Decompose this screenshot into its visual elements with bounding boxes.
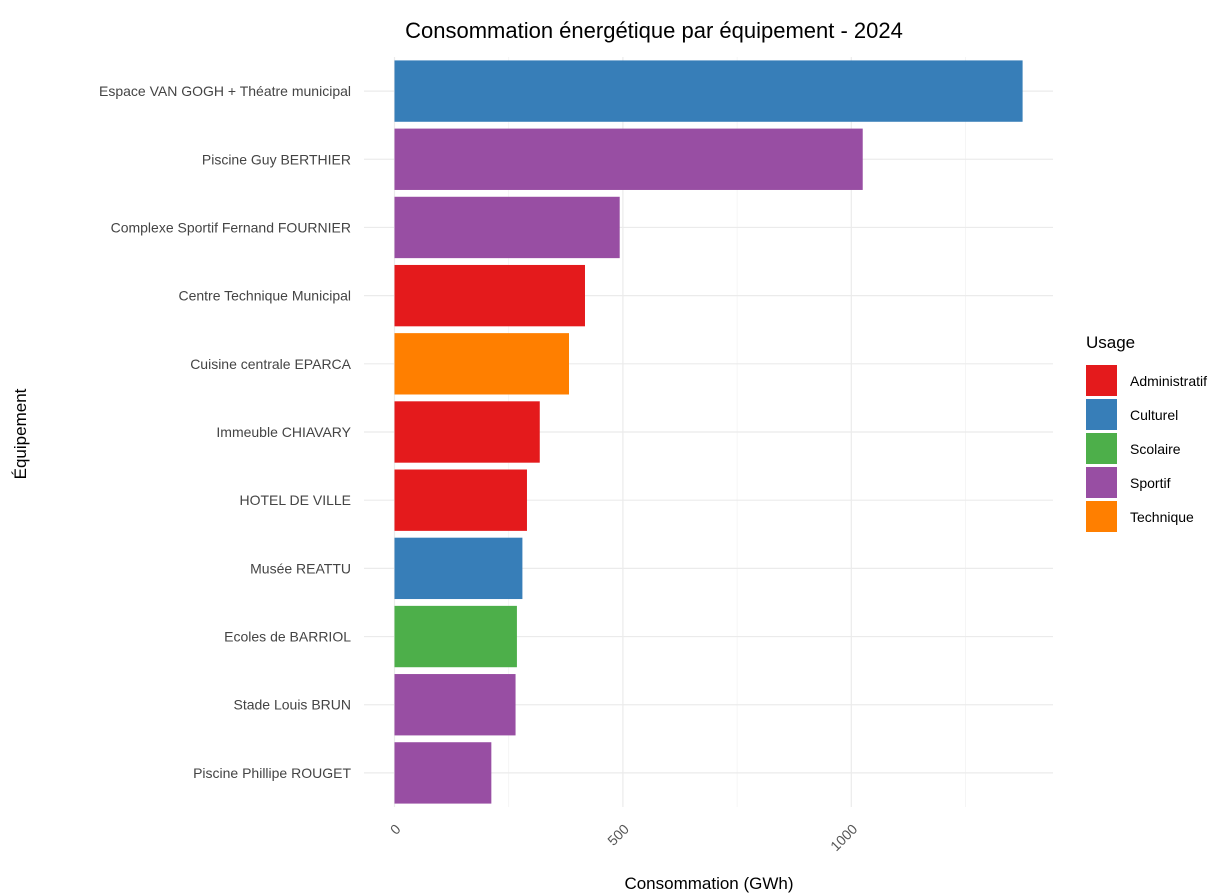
- legend-swatch: [1086, 399, 1117, 430]
- bar: [394, 742, 492, 804]
- bar: [394, 264, 585, 327]
- y-tick-label: Piscine Guy BERTHIER: [202, 151, 351, 167]
- y-tick-label: Cuisine centrale EPARCA: [190, 356, 351, 372]
- legend-swatch: [1086, 501, 1117, 532]
- legend-swatch: [1086, 365, 1117, 396]
- x-axis-title: Consommation (GWh): [624, 874, 793, 893]
- bar: [394, 674, 516, 736]
- bar: [394, 469, 527, 531]
- y-tick-label: Musée REATTU: [250, 560, 351, 576]
- x-tick-label: 0: [387, 821, 404, 838]
- legend-label: Technique: [1130, 509, 1194, 525]
- legend-title: Usage: [1086, 333, 1135, 352]
- y-axis-title: Équipement: [11, 388, 30, 479]
- bar: [394, 537, 523, 600]
- legend-label: Administratif: [1130, 373, 1207, 389]
- bar: [394, 401, 540, 463]
- bar: [394, 60, 1023, 122]
- y-tick-label: Espace VAN GOGH + Théatre municipal: [99, 83, 351, 99]
- chart-title: Consommation énergétique par équipement …: [405, 18, 903, 43]
- legend: Usage Administratif Culturel Scolaire Sport…: [1086, 333, 1207, 532]
- y-tick-label: Piscine Phillipe ROUGET: [193, 765, 351, 781]
- y-tick-label: HOTEL DE VILLE: [239, 492, 351, 508]
- legend-label: Culturel: [1130, 407, 1178, 423]
- y-tick-labels: Espace VAN GOGH + Théatre municipal Pisci…: [99, 83, 352, 781]
- y-tick-label: Ecoles de BARRIOL: [224, 629, 351, 645]
- bar: [394, 196, 620, 259]
- y-tick-label: Centre Technique Municipal: [178, 288, 351, 304]
- bars: [394, 60, 1023, 804]
- bar: [394, 333, 569, 395]
- x-tick-label: 500: [604, 821, 632, 849]
- bar: [394, 128, 863, 190]
- legend-label: Scolaire: [1130, 441, 1181, 457]
- y-tick-label: Complexe Sportif Fernand FOURNIER: [111, 219, 351, 235]
- y-tick-label: Immeuble CHIAVARY: [216, 424, 351, 440]
- bar: [394, 605, 517, 668]
- legend-swatch: [1086, 433, 1117, 464]
- x-tick-labels: 0 500 1000: [387, 821, 861, 854]
- legend-label: Sportif: [1130, 475, 1171, 491]
- legend-swatch: [1086, 467, 1117, 498]
- y-tick-label: Stade Louis BRUN: [233, 697, 351, 713]
- x-tick-label: 1000: [827, 821, 860, 854]
